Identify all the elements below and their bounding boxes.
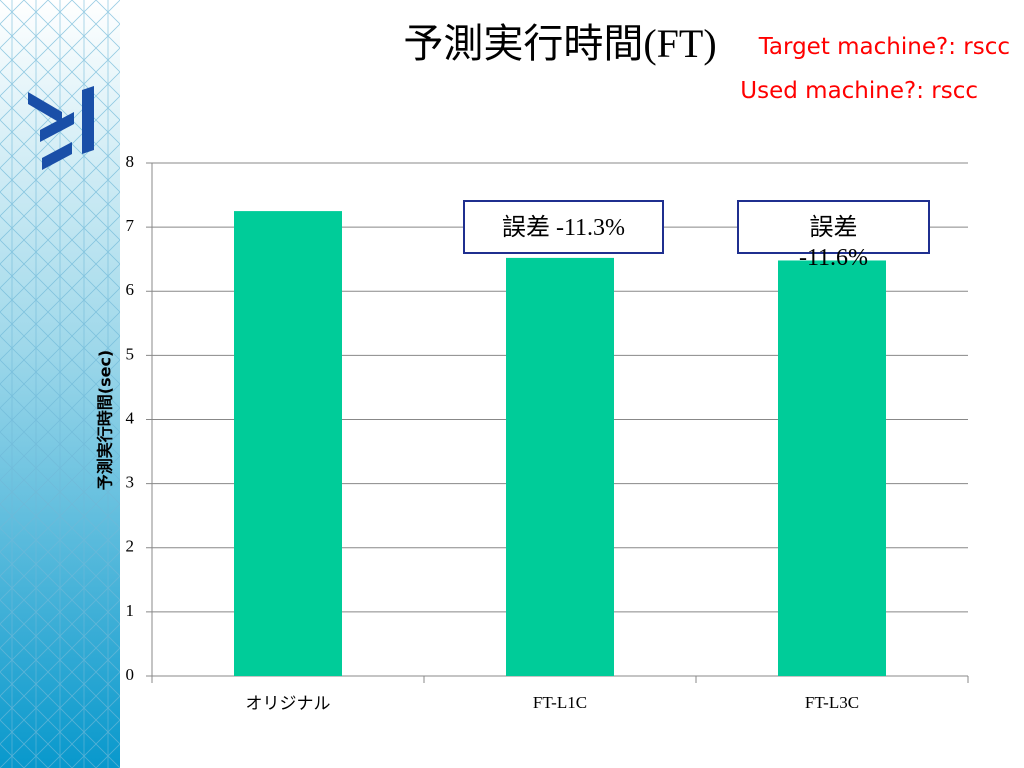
y-tick-label: 7 [126,216,135,235]
y-tick-label: 3 [126,473,135,492]
callout: 誤差 -11.6% [737,200,930,271]
chart-title: 予測実行時間(FT) [403,21,716,66]
x-tick-label: FT-L3C [805,693,859,712]
annotation: Used machine?: rscc [740,78,978,104]
y-tick-label: 4 [126,408,135,427]
x-tick-label: FT-L1C [533,693,587,712]
y-tick-label: 6 [126,280,135,299]
callout: 誤差 -11.3% [463,200,664,254]
bar [778,260,886,676]
bar [234,211,342,676]
y-axis-label: 予測実行時間(sec) [96,350,115,491]
x-tick-label: オリジナル [246,694,331,714]
annotation: Target machine?: rscc [758,34,1010,60]
bar [506,257,614,676]
y-tick-label: 8 [126,152,135,171]
y-tick-label: 2 [126,537,135,556]
y-tick-label: 5 [126,344,135,363]
y-tick-label: 1 [126,601,135,620]
y-tick-label: 0 [126,665,135,684]
logo [28,86,94,170]
